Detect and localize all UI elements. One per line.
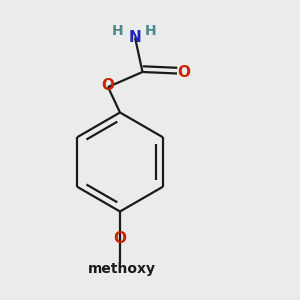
- Text: O: O: [177, 65, 190, 80]
- Text: O: O: [101, 78, 115, 93]
- Text: methoxy: methoxy: [88, 262, 155, 276]
- Text: N: N: [129, 30, 141, 45]
- Text: H: H: [145, 24, 156, 38]
- Text: H: H: [112, 24, 123, 38]
- Text: O: O: [113, 231, 127, 246]
